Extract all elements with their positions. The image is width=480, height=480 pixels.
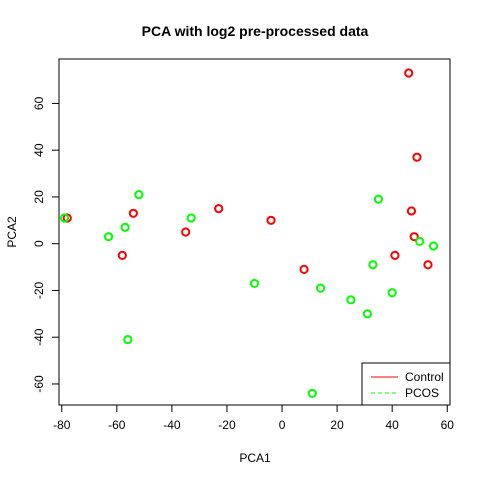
point-control [423,260,433,270]
point-control [390,250,400,260]
y-tick-label: -60 [32,375,46,393]
x-tick-label: 40 [385,418,399,432]
point-control [214,204,224,214]
point-pcos [373,194,384,204]
y-tick-label: 60 [32,96,46,110]
point-pcos [415,236,425,246]
y-tick-label: 40 [32,143,46,157]
y-axis: -60 -40 -20 0 20 40 60 [32,96,60,393]
point-pcos [307,388,317,398]
point-pcos [59,213,70,223]
point-pcos [186,213,196,223]
y-tick-label: -20 [32,281,46,299]
point-control [266,215,276,225]
y-tick-label: 0 [32,240,46,247]
x-tick-label: -40 [163,418,181,432]
point-pcos [123,334,133,345]
point-pcos [249,278,260,289]
point-pcos [346,295,356,305]
legend-label-pcos: PCOS [405,386,439,400]
point-control [409,232,419,242]
point-pcos [387,288,397,298]
point-pcos [368,260,378,270]
point-control [299,264,309,275]
point-pcos [134,189,144,200]
legend: Control PCOS [361,362,451,406]
point-control [181,227,191,237]
point-pcos [428,241,439,251]
x-tick-label: -20 [218,418,236,432]
point-pcos [362,309,372,319]
x-axis: -80 -60 -40 -20 0 20 40 60 [53,404,455,432]
point-control [128,208,138,218]
data-points [59,68,439,398]
point-control [117,250,127,260]
legend-label-control: Control [405,370,444,384]
x-tick-label: -80 [53,418,71,432]
point-pcos [103,232,114,242]
chart-title: PCA with log2 pre-processed data [142,23,369,39]
point-control [404,68,414,78]
point-pcos [315,283,326,293]
plot-area [58,58,451,406]
x-tick-label: 20 [330,418,344,432]
legend-box [361,362,451,406]
point-control [406,206,417,216]
x-tick-label: -60 [108,418,126,432]
y-axis-label: PCA2 [5,216,19,248]
point-pcos [120,222,130,232]
y-tick-label: 20 [32,190,46,204]
point-control [412,152,422,162]
x-tick-label: 0 [279,418,286,432]
x-tick-label: 60 [441,418,455,432]
y-tick-label: -40 [32,328,46,346]
x-axis-label: PCA1 [239,451,271,465]
